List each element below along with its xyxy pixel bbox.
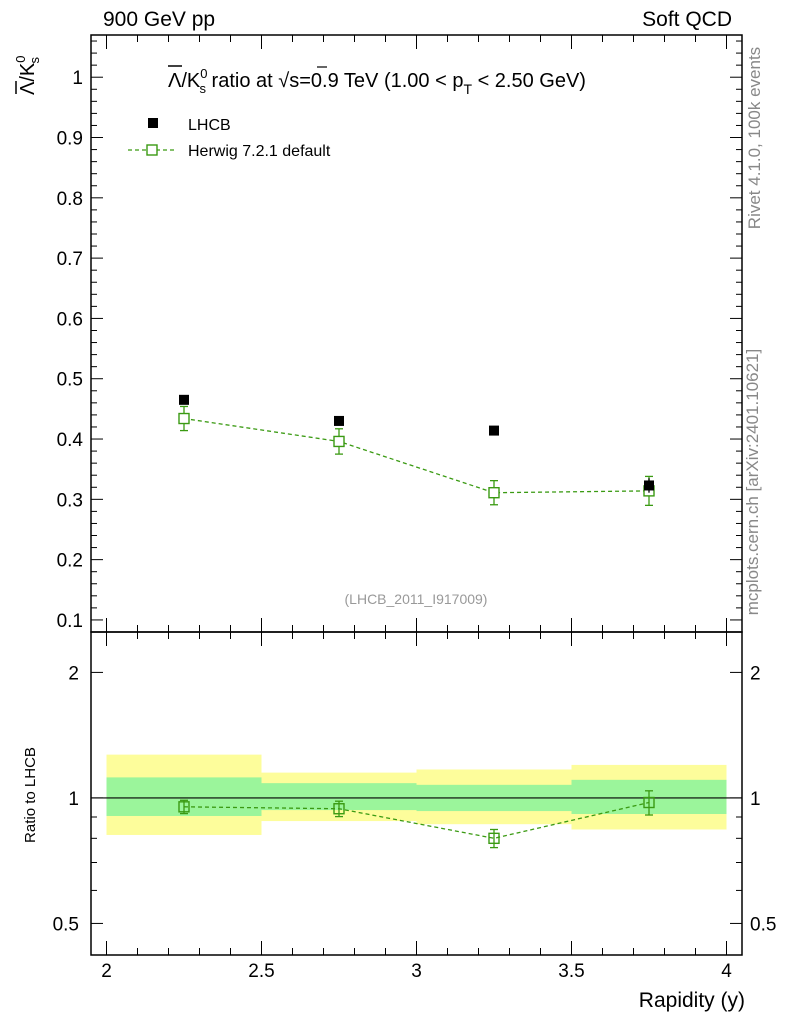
ratio-ytick-label-right-2: 2 bbox=[750, 663, 761, 684]
herwig-point-1 bbox=[333, 435, 345, 448]
ratio-xtick-label-2: 3 bbox=[411, 961, 422, 982]
lhcb-point-1 bbox=[334, 415, 344, 426]
legend-herwig-marker bbox=[146, 144, 158, 156]
lhcb-point-2 bbox=[489, 425, 499, 436]
x-axis-label: Rapidity (y) bbox=[639, 989, 745, 1012]
ratio-xtick-label-4: 4 bbox=[721, 961, 732, 982]
header-left: 900 GeV pp bbox=[103, 8, 216, 31]
svg-text:Ratio to LHCB: Ratio to LHCB bbox=[22, 747, 39, 843]
main-ytick-label-8: 0.9 bbox=[57, 129, 83, 150]
analysis-label: (LHCB_2011_I917009) bbox=[345, 591, 488, 607]
legend: LHCB Herwig 7.2.1 default bbox=[128, 117, 331, 160]
ratio-point-1 bbox=[333, 803, 345, 815]
lhcb-point-0 bbox=[179, 394, 189, 405]
header-right: Soft QCD bbox=[642, 8, 732, 31]
ratio-xtick-label-0: 2 bbox=[101, 961, 112, 982]
ratio-ylabel: Ratio to LHCB bbox=[22, 747, 39, 843]
ratio-point-0 bbox=[178, 801, 190, 813]
ratio-xtick-label-1: 2.5 bbox=[248, 961, 274, 982]
ratio-ytick-label-left-1: 1 bbox=[68, 789, 79, 810]
ratio-xtick-label-3: 3.5 bbox=[558, 961, 584, 982]
legend-herwig-label: Herwig 7.2.1 default bbox=[188, 143, 331, 160]
legend-lhcb-label: LHCB bbox=[188, 117, 231, 134]
ratio-plot: Ratio to LHCB Rapidity (y) 2 2.5 3 3.5 4 0.5 0… bbox=[22, 631, 776, 1012]
main-ytick-label-0: 0.1 bbox=[57, 611, 83, 632]
ratio-herwig-line bbox=[183, 801, 650, 839]
ratio-ytick-label-right-1: 1 bbox=[750, 789, 761, 810]
main-ytick-label-5: 0.6 bbox=[57, 309, 83, 330]
legend-lhcb-marker bbox=[148, 118, 158, 128]
herwig-line bbox=[183, 417, 650, 494]
ratio-point-2 bbox=[488, 832, 500, 845]
main-ytick-label-2: 0.3 bbox=[57, 490, 83, 511]
main-ytick-label-1: 0.2 bbox=[57, 551, 83, 572]
main-ytick-label-4: 0.5 bbox=[57, 370, 83, 391]
main-ytick-label-3: 0.4 bbox=[57, 430, 84, 451]
main-ytick-label-9: 1 bbox=[72, 68, 83, 89]
ratio-ytick-label-left-2: 2 bbox=[68, 663, 79, 684]
main-ytick-label-7: 0.8 bbox=[57, 189, 83, 210]
main-ylabel: Λ/K0s bbox=[13, 56, 42, 96]
main-ytick-label-6: 0.7 bbox=[57, 249, 83, 270]
main-title: Λ/K0 s ratio at √s=0.9 TeV (1.00 < pT < 2… bbox=[168, 66, 586, 97]
ratio-ytick-label-right-0: 0.5 bbox=[750, 914, 776, 935]
main-plot: Λ/K0 s ratio at √s=0.9 TeV (1.00 < pT < 2… bbox=[13, 34, 743, 633]
herwig-point-0 bbox=[178, 412, 190, 425]
herwig-point-2 bbox=[488, 487, 500, 499]
svg-text:Λ/K0s: Λ/K0s bbox=[13, 56, 42, 96]
lhcb-point-3 bbox=[644, 480, 654, 491]
ratio-point-3 bbox=[643, 796, 655, 809]
ratio-ytick-label-left-0: 0.5 bbox=[53, 914, 79, 935]
